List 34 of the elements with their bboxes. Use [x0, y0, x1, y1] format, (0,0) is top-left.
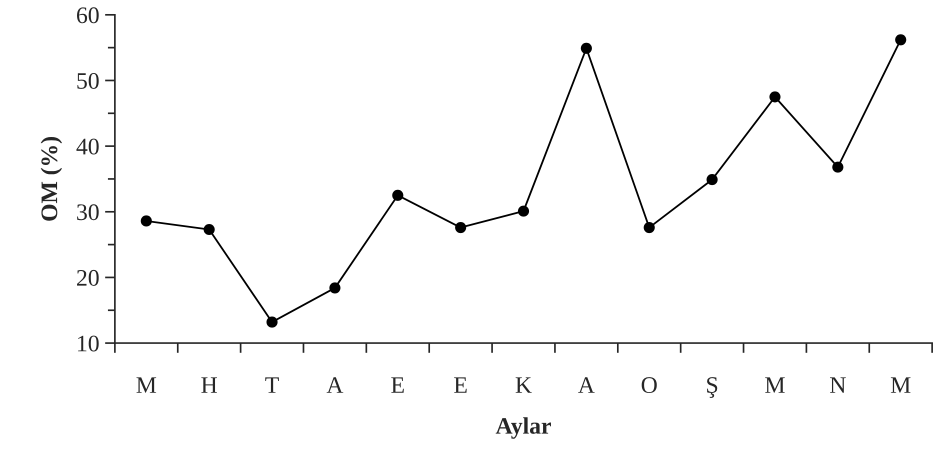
x-tick-label: H	[201, 377, 218, 393]
point	[580, 42, 592, 54]
point	[832, 162, 844, 173]
point	[329, 282, 340, 294]
x-tick-label: N	[830, 377, 846, 393]
y-tick-label: 10	[78, 336, 99, 352]
x-tick-label: M	[765, 377, 785, 393]
x-tick-label: A	[578, 377, 595, 393]
x-tick-label: Ş	[707, 377, 718, 398]
point	[266, 316, 278, 328]
x-tick-label: E	[391, 377, 404, 393]
point	[204, 224, 215, 236]
x-tick-label: M	[136, 377, 156, 393]
point	[644, 222, 655, 234]
x-axis-title: Aylar	[496, 417, 551, 439]
y-tick-label: 30	[77, 204, 99, 220]
x-tick-label: M	[890, 377, 911, 393]
x-tick-label: E	[454, 377, 467, 393]
y-tick-label: 60	[77, 7, 99, 24]
point	[392, 190, 404, 201]
y-tick-label: 20	[77, 270, 99, 286]
point	[140, 215, 152, 227]
y-tick-label: 50	[77, 72, 99, 89]
point	[518, 206, 530, 217]
x-tick-label: T	[265, 377, 279, 393]
point	[706, 174, 718, 186]
point	[455, 222, 466, 234]
x-tick-label: O	[642, 377, 657, 394]
point	[895, 34, 906, 46]
x-tick-label: A	[326, 377, 344, 393]
y-axis-title: OM (%)	[40, 137, 62, 221]
point	[769, 91, 781, 102]
x-tick-label: K	[516, 377, 532, 393]
y-tick-label: 40	[76, 138, 99, 155]
